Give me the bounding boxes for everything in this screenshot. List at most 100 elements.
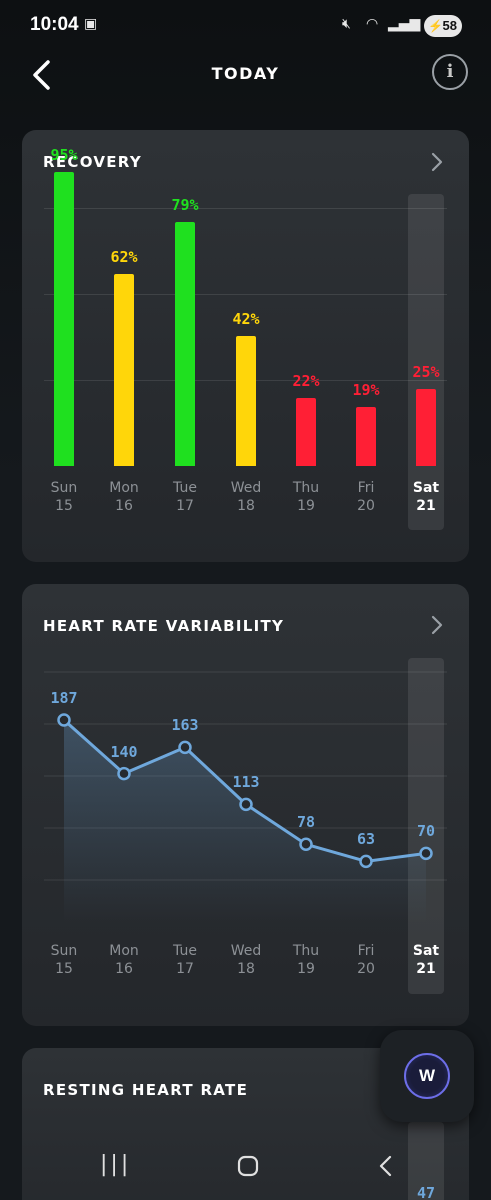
recovery-value-label: 22% xyxy=(292,371,320,390)
system-nav-bar: ||| xyxy=(0,1130,491,1200)
info-icon[interactable]: i xyxy=(432,54,468,90)
status-time: 10:04 xyxy=(30,14,79,35)
day-label-thu[interactable]: Thu 19 xyxy=(276,942,336,978)
day-label-sun[interactable]: Sun 15 xyxy=(34,942,94,978)
page-title: TODAY xyxy=(211,64,280,83)
rhr-partial-value: 47 xyxy=(416,1184,436,1200)
charging-bolt-icon: ⚡ xyxy=(428,19,443,33)
day-date: 16 xyxy=(115,498,133,514)
recovery-value-label: 42% xyxy=(232,310,260,329)
status-bar: 10:04 ▣ 🔇︎ ◠ ▂▄▆ ⚡ 58 xyxy=(0,0,491,52)
hrv-value-label: 70 xyxy=(416,822,436,841)
hrv-line-chart xyxy=(44,671,447,924)
whoop-logo-icon: W xyxy=(404,1053,450,1099)
hrv-point-sun[interactable] xyxy=(57,713,71,727)
hrv-value-label: 187 xyxy=(50,689,78,707)
recovery-value-label: 79% xyxy=(171,195,199,214)
recovery-value-label: 62% xyxy=(110,248,138,267)
day-label-mon[interactable]: Mon 16 xyxy=(94,942,154,978)
day-name: Sun xyxy=(50,480,78,496)
day-name: Thu xyxy=(292,480,320,496)
nav-header: TODAY i xyxy=(0,52,491,98)
wifi-icon: ◠ xyxy=(366,16,379,32)
day-name: Fri xyxy=(357,943,375,959)
day-label-tue[interactable]: Tue 17 xyxy=(155,942,215,978)
rhr-title: RESTING HEART RATE xyxy=(43,1081,249,1099)
hrv-point-wed[interactable] xyxy=(239,797,253,812)
day-name: Mon xyxy=(109,480,139,496)
battery-level: 58 xyxy=(442,18,457,33)
day-date: 21 xyxy=(416,961,436,977)
recovery-bar-tue[interactable] xyxy=(175,221,195,466)
day-label-fri[interactable]: Fri 20 xyxy=(336,942,396,978)
gridline xyxy=(44,208,447,209)
day-date: 19 xyxy=(297,961,315,977)
day-name: Tue xyxy=(173,943,197,959)
recovery-card[interactable]: RECOVERY 95% Sun 15 62% Mon 16 79% Tue 17 42% Wed 1… xyxy=(22,130,469,562)
recovery-bar-sun[interactable] xyxy=(54,172,74,466)
recovery-bar-mon[interactable] xyxy=(114,274,134,466)
chevron-right-icon[interactable] xyxy=(430,615,444,635)
day-date: 17 xyxy=(176,498,194,514)
day-date: 17 xyxy=(176,961,194,977)
day-date: 15 xyxy=(55,498,73,514)
day-date: 20 xyxy=(357,961,375,977)
hrv-point-fri[interactable] xyxy=(359,854,373,869)
hrv-value-label: 163 xyxy=(171,716,199,735)
recovery-bar-wed[interactable] xyxy=(236,336,256,466)
hrv-value-label: 78 xyxy=(296,813,316,832)
recovery-bar-fri[interactable] xyxy=(356,407,376,466)
recovery-bar-thu[interactable] xyxy=(296,397,316,466)
day-label-tue[interactable]: Tue 17 xyxy=(155,479,215,515)
system-back-icon[interactable] xyxy=(378,1155,392,1177)
day-name: Tue xyxy=(173,480,197,496)
day-name: Mon xyxy=(109,943,139,959)
day-label-sat[interactable]: Sat 21 xyxy=(396,942,456,978)
hrv-point-thu[interactable] xyxy=(299,837,313,852)
day-name: Sun xyxy=(50,943,78,959)
hrv-point-tue[interactable] xyxy=(178,740,192,755)
hrv-value-label: 113 xyxy=(232,773,260,792)
day-name: Thu xyxy=(292,943,320,959)
chevron-right-icon[interactable] xyxy=(430,152,444,172)
hrv-area-fill xyxy=(64,720,426,924)
day-label-fri[interactable]: Fri 20 xyxy=(336,479,396,515)
mute-icon: 🔇︎ xyxy=(342,16,351,32)
hrv-card[interactable]: HEART RATE VARIABILITY 187 Sun 15 140 Mon 16 1… xyxy=(22,584,469,1026)
day-date: 19 xyxy=(297,498,315,514)
recovery-value-label: 19% xyxy=(352,381,380,400)
day-date: 16 xyxy=(115,961,133,977)
day-name: Sat xyxy=(412,943,440,959)
day-label-sat[interactable]: Sat 21 xyxy=(396,479,456,515)
day-label-wed[interactable]: Wed 18 xyxy=(216,479,276,515)
day-label-mon[interactable]: Mon 16 xyxy=(94,479,154,515)
recovery-title: RECOVERY xyxy=(43,153,143,171)
hrv-point-sat[interactable] xyxy=(419,846,433,861)
gridline xyxy=(44,294,447,295)
hrv-point-mon[interactable] xyxy=(117,766,131,781)
signal-icon: ▂▄▆ xyxy=(388,16,421,32)
screenshot-icon: ▣ xyxy=(84,16,98,32)
day-name: Wed xyxy=(230,480,262,496)
selected-day-highlight xyxy=(408,658,444,994)
recovery-value-label: 95% xyxy=(50,146,78,165)
day-label-sun[interactable]: Sun 15 xyxy=(34,479,94,515)
day-date: 18 xyxy=(237,961,255,977)
day-name: Fri xyxy=(357,480,375,496)
whoop-coach-button[interactable]: W xyxy=(380,1030,474,1122)
day-label-wed[interactable]: Wed 18 xyxy=(216,942,276,978)
hrv-title: HEART RATE VARIABILITY xyxy=(43,617,285,635)
hrv-value-label: 140 xyxy=(110,742,138,761)
day-label-thu[interactable]: Thu 19 xyxy=(276,479,336,515)
battery-indicator: ⚡ 58 xyxy=(424,15,462,37)
day-date: 20 xyxy=(357,498,375,514)
recovery-value-label: 25% xyxy=(412,362,440,381)
day-date: 18 xyxy=(237,498,255,514)
home-icon[interactable] xyxy=(237,1155,259,1177)
recovery-bar-sat[interactable] xyxy=(416,388,436,466)
day-date: 21 xyxy=(416,498,436,514)
back-arrow-icon[interactable] xyxy=(30,58,54,92)
selected-day-highlight xyxy=(408,1122,444,1200)
recent-apps-icon[interactable]: ||| xyxy=(100,1152,132,1177)
selected-day-highlight xyxy=(408,194,444,530)
